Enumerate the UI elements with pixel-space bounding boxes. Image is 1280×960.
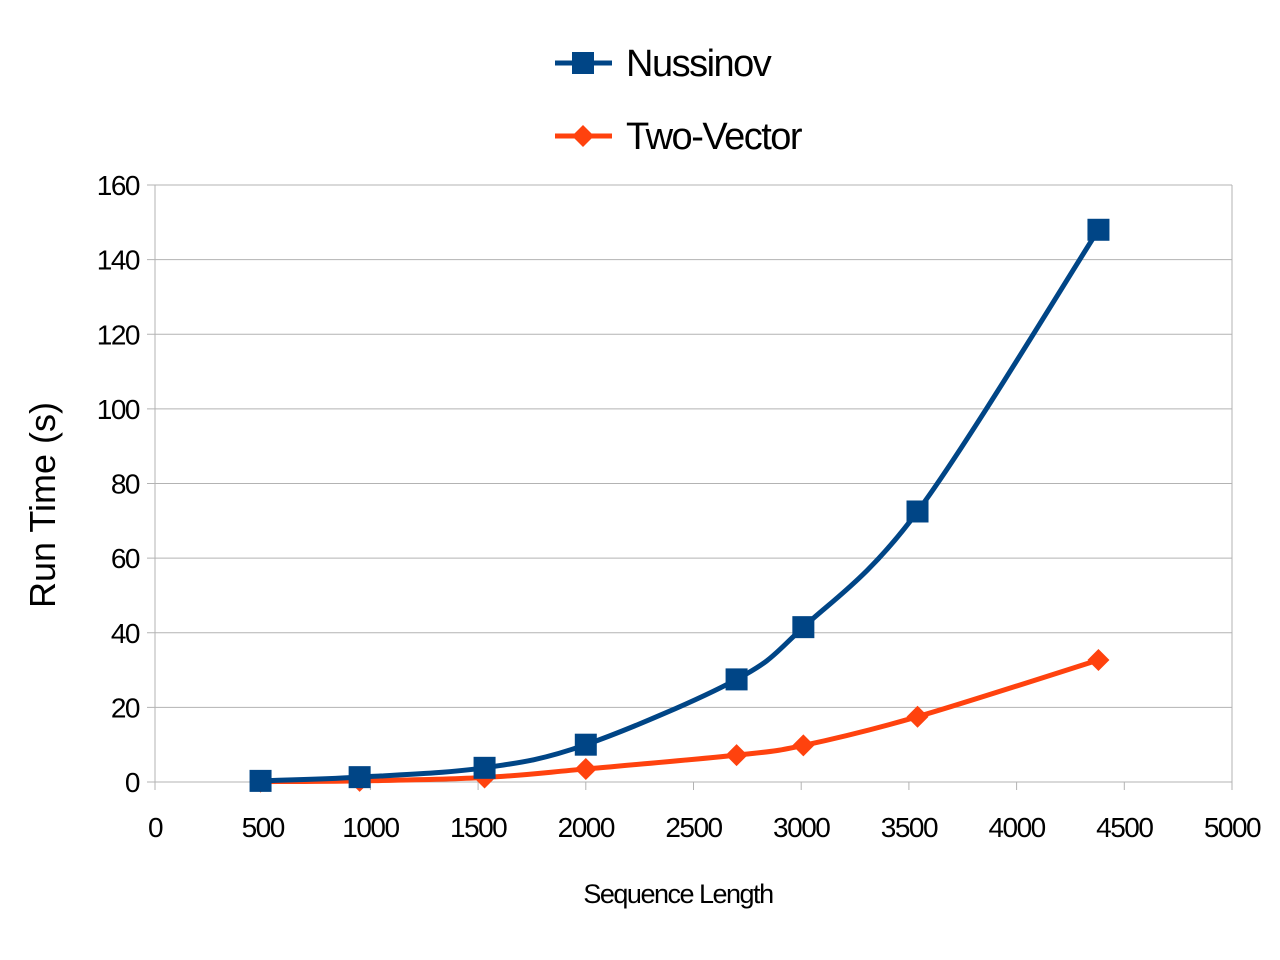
x-tick-label: 0 — [148, 812, 163, 843]
x-tick-label: 2500 — [665, 812, 722, 843]
y-axis-title: Run Time (s) — [22, 402, 63, 608]
series-line-nussinov — [258, 227, 1101, 784]
series-layer — [249, 218, 1110, 793]
y-tick-label: 40 — [111, 618, 140, 649]
y-tick-label: 100 — [97, 394, 140, 425]
data-point-nussinov — [792, 616, 815, 639]
legend-marker-two-vector — [572, 125, 594, 147]
legend: Nussinov Two-Vector — [555, 43, 804, 158]
data-point-nussinov — [906, 500, 929, 523]
axes: 0 20 40 60 80 100 120 140 160 0 500 1000 1500 2000 250… — [97, 170, 1263, 843]
data-point-two-vector — [1087, 648, 1110, 671]
data-point-nussinov — [473, 756, 496, 779]
x-tick-label: 1500 — [450, 812, 507, 843]
data-point-nussinov — [725, 668, 748, 691]
y-tick-label: 80 — [111, 469, 140, 500]
x-tick-label: 3500 — [881, 812, 938, 843]
legend-label-two-vector: Two-Vector — [626, 116, 803, 158]
legend-label-nussinov: Nussinov — [626, 43, 772, 85]
y-tick-label: 20 — [111, 692, 140, 723]
x-tick-label: 1000 — [342, 812, 399, 843]
y-tick-label: 140 — [97, 245, 140, 276]
y-tick-label: 60 — [111, 543, 140, 574]
x-tick-label: 4000 — [988, 812, 1045, 843]
y-tick-label: 120 — [97, 319, 140, 350]
y-tick-label: 160 — [97, 170, 140, 201]
data-point-two-vector — [906, 705, 929, 728]
x-tick-label: 5000 — [1204, 812, 1261, 843]
data-point-nussinov — [574, 733, 597, 756]
legend-marker-nussinov — [572, 52, 594, 74]
data-point-two-vector — [792, 734, 815, 757]
x-tick-label: 2000 — [558, 812, 615, 843]
x-tick-label: 3000 — [773, 812, 830, 843]
data-point-nussinov — [348, 766, 371, 789]
data-point-nussinov — [249, 769, 272, 792]
legend-item-nussinov: Nussinov — [555, 43, 773, 85]
data-point-two-vector — [574, 757, 597, 780]
x-tick-label: 500 — [242, 812, 285, 843]
y-tick-label: 0 — [125, 767, 140, 798]
data-point-two-vector — [725, 744, 748, 767]
x-tick-label: 4500 — [1096, 812, 1153, 843]
legend-item-two-vector: Two-Vector — [555, 116, 804, 158]
data-point-nussinov — [1087, 218, 1110, 241]
series-nussinov — [249, 218, 1110, 792]
x-axis-title: Sequence Length — [583, 879, 773, 909]
